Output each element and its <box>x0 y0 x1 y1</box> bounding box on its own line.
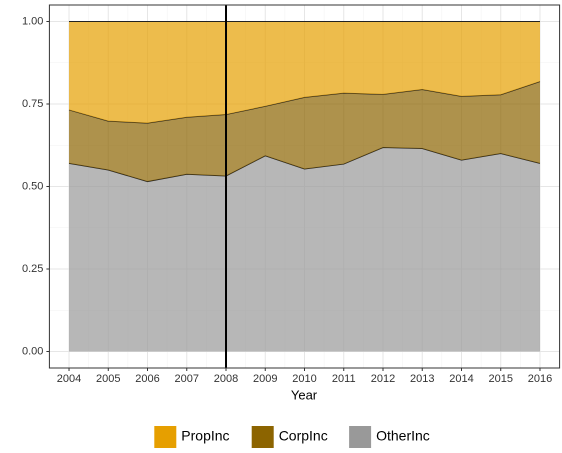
x-tick-label: 2007 <box>175 373 199 385</box>
area <box>69 147 540 352</box>
x-tick-label: 2009 <box>253 373 277 385</box>
x-tick-label: 2014 <box>449 373 473 385</box>
x-tick-label: 2005 <box>96 373 120 385</box>
legend-swatch <box>154 426 177 448</box>
x-tick-label: 2012 <box>371 373 395 385</box>
x-tick-label: 2010 <box>292 373 316 385</box>
area <box>69 81 540 182</box>
x-tick-label: 2006 <box>135 373 159 385</box>
legend-swatch <box>251 426 274 448</box>
legend-swatch <box>349 426 372 448</box>
x-tick-label: 2016 <box>528 373 552 385</box>
area <box>69 21 540 124</box>
x-tick-label: 2004 <box>57 373 81 385</box>
y-tick-label: 0.50 <box>22 180 43 192</box>
legend-label: OtherInc <box>376 428 430 444</box>
x-tick-label: 2013 <box>410 373 434 385</box>
x-axis-title: Year <box>291 387 318 402</box>
x-tick-label: 2008 <box>214 373 238 385</box>
legend-label: PropInc <box>181 428 229 444</box>
y-tick-label: 0.00 <box>22 345 43 357</box>
legend-label: CorpInc <box>279 428 328 444</box>
x-tick-label: 2015 <box>488 373 512 385</box>
y-tick-label: 0.25 <box>22 263 43 275</box>
x-tick-label: 2011 <box>332 373 356 385</box>
legend: PropInc CorpInc OtherInc <box>154 426 430 448</box>
y-tick-label: 0.75 <box>22 98 43 110</box>
y-tick-label: 1.00 <box>22 15 43 27</box>
panel-border <box>48 4 561 369</box>
